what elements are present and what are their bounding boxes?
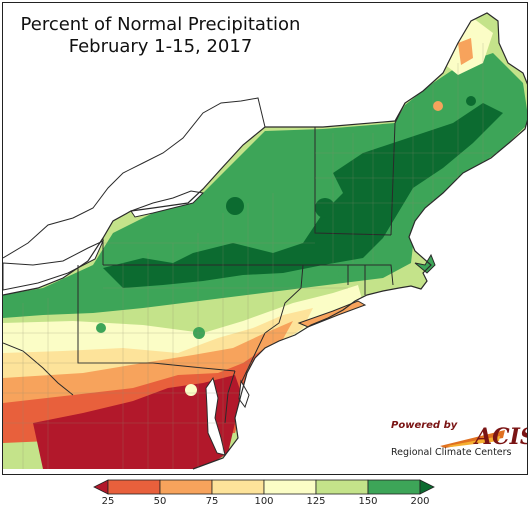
precip-spot [433,101,443,111]
precip-spot [466,96,476,106]
map-frame: Percent of Normal Precipitation February… [2,2,528,475]
precip-region-maine-orange [458,38,473,65]
precipitation-map [3,12,527,470]
legend-bin [263,479,317,495]
map-title: Percent of Normal Precipitation [20,14,301,35]
chesapeake-bay [205,376,226,456]
legend-bin [315,479,369,495]
logo-powered-by: Powered by [391,420,458,431]
canada-coast [3,97,266,259]
lake-ontario [130,190,205,218]
acis-logo: Powered by ACIS Regional Climate Centers [385,416,527,464]
legend-tick-label: 75 [205,496,219,507]
lake-erie [3,239,104,291]
map-date-range: February 1-15, 2017 [68,36,253,57]
precip-spot [96,323,106,333]
logo-subtitle: Regional Climate Centers [391,447,512,458]
legend-tick-label: 125 [306,496,326,507]
legend-colorbar: 25 50 75 100 125 150 200 [0,476,531,511]
legend-bin-low-arrow [93,479,109,495]
coastline [3,12,527,470]
legend-bar [93,479,435,495]
logo-acis: ACIS [475,424,527,450]
precip-spot [185,384,197,396]
precip-spot [338,268,348,278]
legend-tick-label: 150 [358,496,378,507]
legend-bin [107,479,161,495]
acis-swoosh-icon [440,430,505,448]
precip-spot [315,198,335,218]
precip-region-wet-belt [3,53,527,318]
county-lines [3,43,503,469]
legend-tick-label: 25 [101,496,115,507]
legend-bin [367,479,421,495]
precip-spot [226,197,244,215]
legend-bin [211,479,265,495]
precip-region-very-dry [33,375,243,469]
legend-tick-label: 200 [410,496,430,507]
legend-tick-label: 50 [153,496,167,507]
legend-tick-label: 100 [254,496,274,507]
legend-bin-high-arrow [419,479,435,495]
precip-region-wettest [103,103,503,288]
legend-bin [159,479,213,495]
